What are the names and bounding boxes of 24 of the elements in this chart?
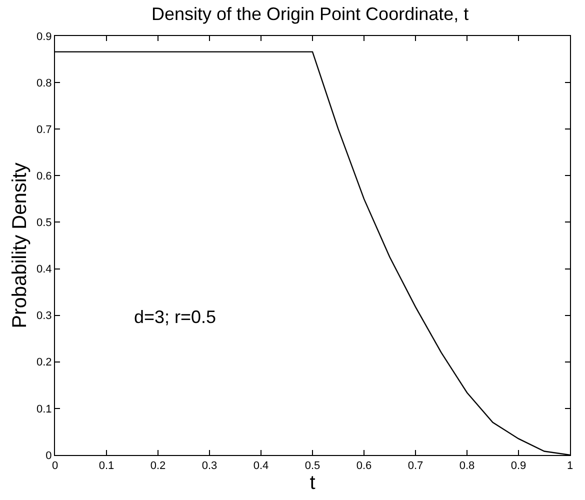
x-tick-label: 0.1 (98, 460, 114, 472)
x-tick-label: 0.4 (253, 460, 269, 472)
x-tick-label: 0.7 (408, 460, 424, 472)
y-tick-label: 0.9 (36, 30, 52, 43)
y-tick-label: 0.5 (36, 217, 52, 230)
x-tick-label: 0.3 (202, 460, 218, 472)
x-tick-label: 0.6 (356, 460, 372, 472)
y-axis-title: Probability Density (9, 162, 32, 328)
y-tick-label: 0.1 (36, 403, 52, 416)
x-tick-label: 0.8 (459, 460, 475, 472)
y-tick-label: 0 (46, 450, 52, 462)
y-tick-label: 0.8 (36, 77, 52, 90)
x-tick-label: 0.2 (150, 460, 166, 472)
y-tick-label: 0.2 (36, 356, 52, 369)
x-tick-label: 0.5 (304, 460, 320, 472)
chart-title: Density of the Origin Point Coordinate, t (151, 4, 469, 24)
x-axis-title: t (310, 472, 316, 494)
y-tick-label: 0.3 (36, 310, 52, 322)
y-tick-label: 0.4 (36, 264, 52, 276)
x-tick-label: 1 (566, 460, 574, 472)
annotation: d=3; r=0.5 (134, 307, 216, 327)
x-tick-label: 0.9 (510, 460, 526, 472)
y-tick-label: 0.7 (36, 124, 52, 136)
y-tick-label: 0.6 (36, 170, 52, 183)
